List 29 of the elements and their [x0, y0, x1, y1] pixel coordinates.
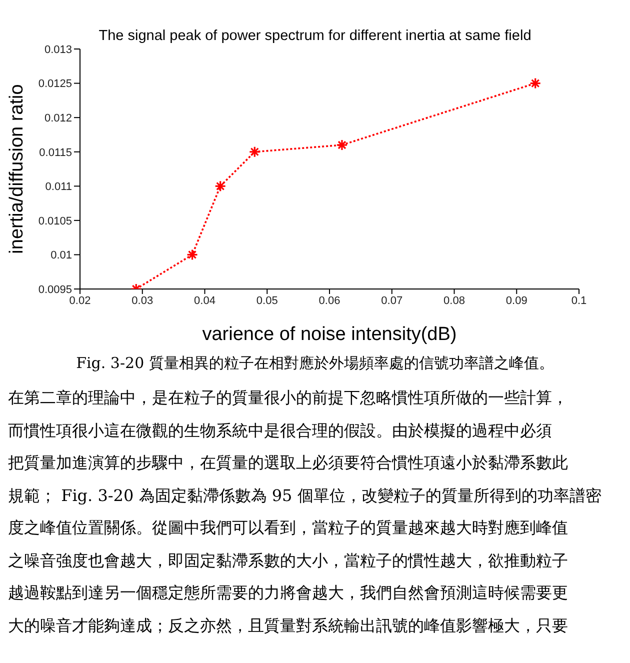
x-tick-label: 0.06 [318, 294, 340, 307]
text: 越過鞍點到達另一個穩定態所需要的力將會越大，我們自然會預測這時候需要更 [8, 583, 569, 604]
y-tick-label: 0.0095 [38, 284, 72, 296]
x-tick-label: 0.02 [69, 294, 91, 307]
y-tick-label: 0.0125 [38, 78, 72, 90]
x-tick-label: 0.1 [571, 294, 587, 307]
caption: Fig. 3-20 質量相異的粒子在相對應於外場頻率處的信號功率譜之峰值。 [75, 354, 555, 373]
text: 大的噪音才能夠達成；反之亦然，且質量對系統輸出訊號的峰值影響極大，只要 [8, 616, 569, 636]
x-tick-label: 0.08 [444, 294, 465, 307]
x-axis-title: varience of noise intensity(dB) [202, 324, 457, 345]
x-tick-label: 0.05 [256, 294, 278, 307]
y-tick-label: 0.0115 [39, 146, 72, 159]
chart-title: The signal peak of power spectrum for different inertia at same field [98, 28, 532, 44]
text: 在第二章的理論中，是在粒子的質量很小的前提下忽略慣性項所做的一些計算， [8, 388, 569, 409]
x-tick-label: 0.09 [506, 294, 528, 307]
text: 而慣性項很小這在微觀的生物系統中是很合理的假設。由於模擬的過程中必須 [8, 420, 553, 442]
y-tick-label: 0.01 [50, 250, 72, 262]
y-tick-label: 0.013 [44, 44, 72, 56]
y-axis-title: inertia/diffusion ratio [6, 84, 28, 254]
x-tick-label: 0.03 [132, 294, 154, 307]
text: 度之峰值位置關係。從圖中我們可以看到，當粒子的質量越來越大時對應到峰值 [8, 518, 569, 539]
y-tick-label: 0.012 [44, 112, 72, 124]
text: 把質量加進演算的步驟中，在質量的選取上必須要符合慣性項遠小於黏滯系數此 [8, 453, 569, 474]
x-tick-label: 0.04 [194, 294, 216, 307]
y-tick-label: 0.011 [45, 181, 72, 194]
y-tick-label: 0.0105 [38, 215, 72, 228]
x-tick-label: 0.07 [381, 294, 403, 307]
text: 之噪音強度也會越大，即固定黏滯系數的大小，當粒子的慣性越大，欲推動粒子 [8, 550, 569, 572]
text: 規範； Fig. 3-20 為固定黏滯係數為 95 個單位，改變粒子的質量所得到的功率譜密 [8, 486, 602, 506]
